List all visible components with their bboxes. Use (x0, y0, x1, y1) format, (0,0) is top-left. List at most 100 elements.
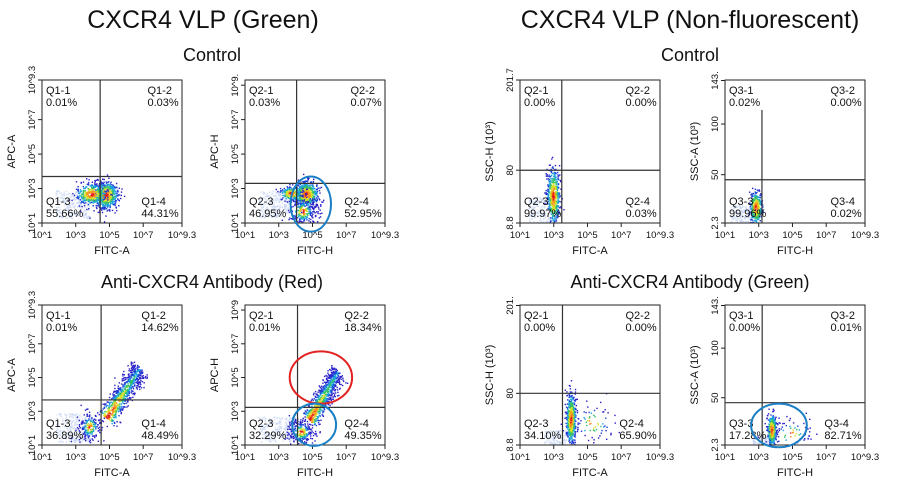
event-dot (110, 195, 113, 197)
event-dot (286, 210, 288, 213)
event-dot (308, 194, 311, 196)
event-dot (303, 200, 305, 202)
event-dot (537, 212, 539, 214)
event-dot (555, 195, 557, 197)
event-dot (125, 390, 127, 392)
event-dot (733, 206, 736, 208)
event-dot (73, 413, 75, 416)
event-dot (306, 186, 308, 189)
event-dot (70, 204, 72, 206)
event-dot (308, 185, 310, 187)
event-dot (66, 190, 68, 193)
event-dot (304, 181, 306, 184)
event-dot (65, 438, 67, 440)
event-dot (124, 376, 126, 379)
event-dot (136, 368, 139, 371)
event-dot (109, 183, 112, 185)
x-tick-label: 10^1 (715, 230, 735, 241)
event-dot (299, 193, 302, 195)
event-dot (557, 185, 559, 187)
event-dot (73, 194, 76, 197)
event-dot (752, 200, 754, 202)
event-dot (106, 174, 109, 176)
event-dot (59, 433, 61, 436)
event-dot (308, 209, 310, 211)
event-dot (748, 213, 751, 216)
event-dot (67, 427, 70, 429)
event-dot (92, 200, 95, 202)
event-dot (88, 208, 90, 210)
event-dot (545, 203, 547, 205)
event-dot (276, 209, 279, 211)
event-dot (111, 196, 114, 198)
event-dot (737, 217, 739, 219)
event-dot (83, 433, 85, 435)
event-dot (87, 435, 89, 437)
event-dot (546, 174, 548, 176)
event-dot (748, 191, 751, 193)
event-dot (87, 191, 89, 193)
event-dot (128, 390, 130, 392)
event-dot (759, 203, 761, 205)
event-dot (103, 198, 106, 200)
event-dot (310, 181, 312, 183)
event-dot (560, 188, 562, 190)
event-dot (529, 220, 531, 222)
event-dot (103, 178, 105, 181)
event-dot (111, 422, 113, 425)
event-dot (305, 199, 307, 202)
event-dot (550, 171, 553, 174)
event-dot (84, 422, 86, 424)
event-dot (131, 367, 133, 369)
event-dot (547, 217, 550, 219)
event-dot (102, 205, 104, 207)
event-dot (102, 182, 105, 185)
event-dot (757, 205, 759, 207)
event-dot (534, 203, 536, 205)
event-dot (543, 213, 545, 215)
event-dot (81, 198, 83, 200)
event-dot (312, 217, 314, 219)
event-dot (79, 441, 81, 443)
event-dot (547, 198, 549, 201)
event-dot (316, 188, 318, 190)
event-dot (85, 425, 87, 428)
event-dot (107, 191, 110, 193)
event-dot (113, 400, 115, 403)
event-dot (111, 192, 113, 194)
event-dot (88, 423, 90, 425)
event-dot (539, 209, 542, 211)
event-dot (121, 394, 123, 397)
event-dot (127, 383, 129, 385)
event-dot (101, 183, 103, 185)
event-dot (750, 208, 752, 210)
event-dot (97, 194, 100, 196)
event-dot (127, 405, 129, 407)
event-dot (753, 199, 756, 201)
event-dot (101, 410, 103, 412)
event-dot (288, 191, 290, 194)
event-dot (108, 199, 111, 202)
y-tick-label: 10^1 (230, 213, 241, 233)
event-dot (296, 200, 299, 203)
event-dot (538, 201, 540, 203)
event-dot (98, 211, 100, 214)
event-dot (311, 189, 313, 191)
event-dot (549, 181, 551, 183)
event-dot (93, 188, 95, 190)
event-dot (133, 382, 135, 385)
event-dot (115, 406, 118, 408)
event-dot (284, 195, 287, 198)
event-dot (117, 191, 119, 193)
event-dot (264, 198, 267, 200)
event-dot (124, 384, 126, 387)
event-dot (756, 205, 759, 207)
event-dot (90, 438, 92, 440)
event-dot (57, 433, 59, 436)
event-dot (90, 429, 93, 431)
event-dot (755, 203, 758, 206)
event-dot (124, 406, 126, 408)
event-dot (99, 431, 101, 434)
event-dot (732, 217, 734, 219)
event-dot (758, 213, 760, 215)
